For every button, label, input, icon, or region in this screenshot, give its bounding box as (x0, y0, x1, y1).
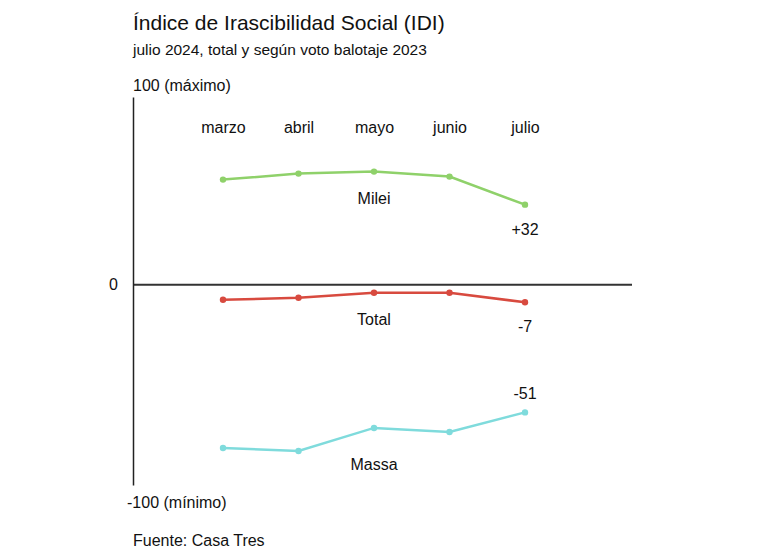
data-label: +32 (511, 221, 538, 238)
x-tick: abril (284, 119, 314, 136)
series-point (446, 429, 452, 435)
x-tick-label: junio (432, 119, 467, 136)
series-point (371, 290, 377, 296)
series-point (522, 201, 528, 207)
series-point (446, 290, 452, 296)
y-tick-label: 0 (109, 276, 118, 293)
series-point (295, 448, 301, 454)
series-point (295, 295, 301, 301)
x-axis: marzo abril mayo junio julio (201, 119, 540, 136)
y-axis: 0 (109, 98, 133, 486)
series-line (223, 412, 525, 451)
title: Índice de Irascibilidad Social (IDI) (133, 11, 445, 34)
x-tick: junio (432, 119, 467, 136)
series-point (522, 409, 528, 415)
series-point (371, 168, 377, 174)
series-label: Total (357, 311, 391, 328)
series-point (220, 297, 226, 303)
y-tick: 0 (109, 276, 133, 293)
chart: Índice de Irascibilidad Social (IDI) juli… (0, 0, 768, 555)
series-point (220, 176, 226, 182)
x-tick: mayo (355, 119, 394, 136)
x-tick-label: mayo (355, 119, 394, 136)
x-tick: marzo (201, 119, 246, 136)
x-tick-label: marzo (201, 119, 246, 136)
series-point (522, 299, 528, 305)
plot-labels: Milei +32 Total -7 Massa -51 (350, 190, 538, 473)
x-tick-label: julio (510, 119, 540, 136)
data-label: -7 (518, 318, 532, 335)
series-label: Massa (350, 456, 397, 473)
subtitle: julio 2024, total y según voto balotaje … (132, 41, 427, 58)
series-point (371, 425, 377, 431)
plot-marks (220, 168, 528, 454)
grid-line (133, 284, 632, 286)
series-label: Milei (358, 190, 391, 207)
series-point (446, 173, 452, 179)
series-point (295, 170, 301, 176)
y-axis-line (133, 98, 135, 486)
data-label: -51 (513, 385, 536, 402)
series-point (220, 445, 226, 451)
axis-max-label: 100 (máximo) (133, 77, 231, 94)
x-tick: julio (510, 119, 540, 136)
x-tick-label: abril (284, 119, 314, 136)
source: Fuente: Casa Tres (133, 532, 265, 549)
axis-min-label: -100 (mínimo) (127, 494, 227, 511)
grid (133, 284, 632, 285)
